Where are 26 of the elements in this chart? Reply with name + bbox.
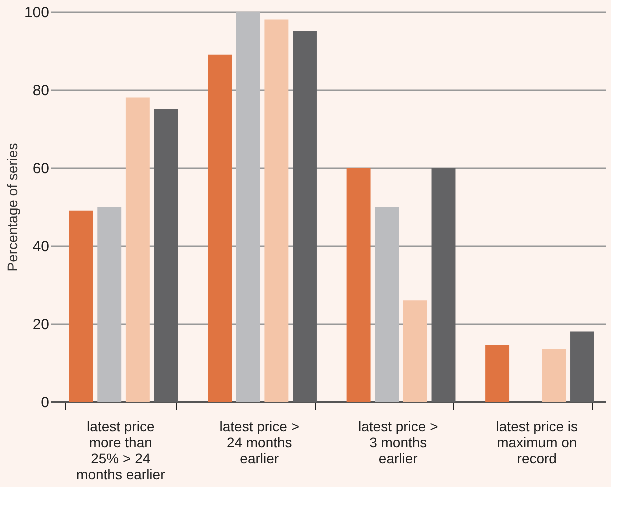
bar (98, 207, 122, 402)
y-tick-label: 20 (32, 316, 50, 334)
y-tick-label: 60 (32, 160, 50, 178)
x-tick-label: latest price is maximum on record (496, 418, 578, 466)
bar (264, 20, 289, 402)
y-tick-label: 0 (41, 394, 50, 412)
bar (236, 12, 260, 402)
bar (293, 32, 317, 402)
y-tick-label: 80 (32, 82, 50, 100)
bar (154, 110, 178, 402)
y-tick-label: 100 (24, 4, 50, 22)
bar (346, 168, 371, 402)
bar (126, 98, 150, 402)
bar (375, 207, 400, 402)
bar (69, 210, 94, 402)
bar (432, 168, 456, 402)
bar (570, 332, 594, 402)
bar (208, 54, 232, 402)
bar (542, 348, 566, 402)
y-tick-label: 40 (32, 238, 50, 256)
x-tick-label: latest price > 24 months earlier (220, 418, 300, 466)
y-axis-title: Percentage of series (4, 143, 20, 272)
x-tick-label: latest price > 3 months earlier (358, 418, 438, 466)
x-tick-label: latest price more than 25% > 24 months earlier (76, 418, 166, 482)
bar (486, 345, 510, 402)
bar (403, 300, 428, 402)
